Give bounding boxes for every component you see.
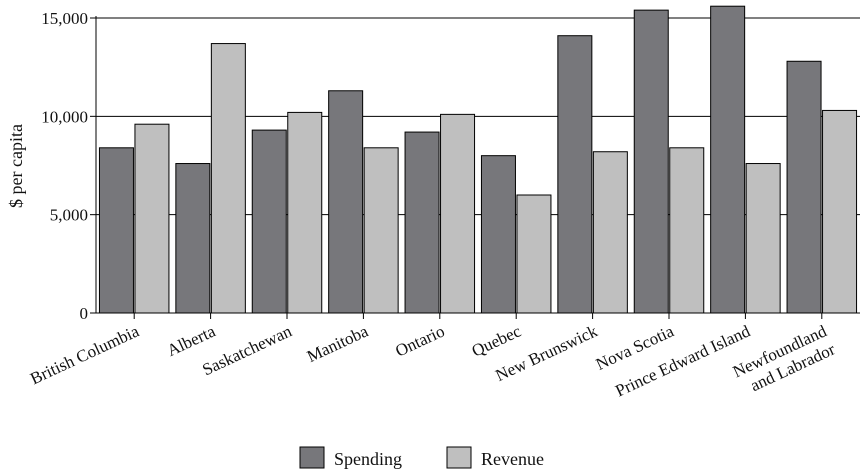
bar-spending-alberta [176,164,210,313]
y-axis-title: $ per capita [6,124,26,208]
legend-swatch-revenue [447,447,471,468]
bar-spending-prince-edward-island [711,6,745,313]
y-tick-label: 15,000 [41,9,88,28]
x-tick-label-prince-edward-island: Prince Edward Island [612,321,753,400]
x-tick-label-quebec: Quebec [469,321,524,360]
gridlines [96,18,860,215]
bar-revenue-alberta [211,44,245,313]
bar-spending-nova-scotia [634,10,668,313]
x-tick-label-alberta: Alberta [164,321,219,360]
y-tick-labels: 0 5,000 10,000 15,000 [41,9,88,323]
x-tick-label-british-columbia: British Columbia [27,321,142,388]
x-tick-label-ontario: Ontario [392,321,447,360]
y-tick-label: 10,000 [41,107,88,126]
y-tick-label: 0 [80,304,89,323]
bar-revenue-prince-edward-island [746,164,780,313]
bar-revenue-saskatchewan [288,112,322,313]
bars [99,6,856,313]
y-tick-label: 5,000 [50,206,88,225]
bar-spending-saskatchewan [252,130,286,313]
bar-revenue-new-brunswick [593,152,627,313]
bar-spending-ontario [405,132,439,313]
bar-spending-newfoundland-and-labrador [787,61,821,313]
bar-spending-manitoba [329,91,363,313]
legend: Spending Revenue [300,447,544,469]
x-tick-label-manitoba: Manitoba [304,321,371,366]
legend-swatch-spending [300,447,324,468]
bar-revenue-nova-scotia [670,148,704,313]
bar-spending-british-columbia [99,148,133,313]
bar-revenue-manitoba [364,148,398,313]
legend-label-spending: Spending [334,449,402,469]
bar-revenue-ontario [441,114,475,313]
bar-spending-quebec [481,156,515,313]
bar-revenue-quebec [517,195,551,313]
bar-revenue-british-columbia [135,124,169,313]
bar-spending-new-brunswick [558,36,592,313]
legend-label-revenue: Revenue [481,449,544,469]
bar-revenue-newfoundland-and-labrador [823,110,857,313]
